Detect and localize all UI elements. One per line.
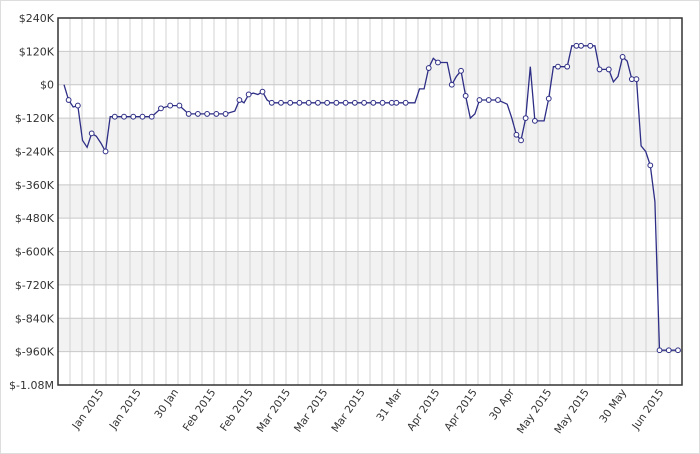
data-point: [564, 63, 571, 70]
y-tick-label: $-1.08M: [9, 379, 54, 392]
y-tick-label: $240K: [19, 12, 55, 25]
data-point: [324, 99, 331, 106]
data-point: [287, 99, 294, 106]
data-point: [518, 137, 524, 144]
data-point: [448, 81, 455, 88]
x-tick-label: Mar 2015: [292, 387, 330, 435]
data-point: [379, 99, 386, 106]
data-point: [342, 99, 349, 106]
data-point: [268, 99, 275, 106]
y-tick-label: $-960K: [15, 346, 55, 359]
y-tick-label: $-600K: [15, 246, 55, 259]
x-tick-label: Jan 2015: [70, 387, 107, 433]
x-tick-label: 30 May: [597, 387, 629, 425]
data-point: [402, 99, 409, 106]
data-point: [578, 42, 584, 49]
data-point: [435, 59, 441, 66]
data-point: [628, 76, 635, 83]
y-tick-label: $-480K: [15, 212, 55, 225]
x-tick-label: 31 Mar: [374, 386, 405, 423]
x-tick-label: Jun 2015: [629, 387, 666, 433]
x-tick-label: May 2015: [552, 387, 592, 436]
data-point: [495, 97, 501, 103]
data-point: [573, 42, 580, 49]
data-point: [393, 99, 400, 106]
plot-border: [57, 17, 683, 386]
data-point: [213, 111, 220, 117]
data-point: [259, 88, 266, 95]
data-point: [305, 99, 312, 106]
x-tick-label: Jan 2015: [107, 387, 144, 433]
data-point: [130, 113, 137, 120]
data-point: [647, 162, 654, 169]
data-point: [531, 117, 538, 124]
data-point: [596, 66, 603, 73]
y-tick-label: $-840K: [15, 312, 55, 325]
data-point: [425, 65, 432, 71]
data-point: [315, 99, 321, 106]
data-point: [236, 97, 243, 103]
data-point: [619, 54, 626, 60]
data-point: [176, 102, 183, 109]
data-point: [656, 347, 663, 354]
data-point: [245, 91, 252, 98]
y-tick-label: $-120K: [15, 112, 55, 125]
data-point: [388, 99, 395, 106]
x-tick-label: 30 Jan: [152, 387, 181, 421]
data-point: [296, 99, 303, 106]
x-tick-label: Mar 2015: [255, 387, 293, 435]
x-tick-label: Apr 2015: [405, 387, 442, 433]
data-point: [185, 111, 192, 117]
data-point: [476, 97, 483, 103]
data-point: [458, 67, 464, 74]
data-point: [675, 347, 681, 354]
x-tick-label: Apr 2015: [442, 387, 479, 433]
data-point: [587, 42, 594, 49]
data-point: [74, 102, 81, 109]
data-point: [111, 113, 118, 120]
data-point: [522, 115, 529, 121]
data-point: [361, 99, 367, 106]
data-point: [121, 113, 127, 120]
data-point: [555, 63, 561, 70]
x-tick-label: May 2015: [515, 387, 555, 436]
data-point: [485, 97, 492, 103]
x-tick-label: Mar 2015: [329, 387, 367, 435]
y-tick-label: $-720K: [15, 279, 55, 292]
data-point: [278, 99, 284, 106]
data-point: [633, 76, 640, 83]
data-point: [222, 111, 229, 117]
data-point: [167, 102, 174, 109]
data-point: [204, 111, 211, 117]
x-tick-label: Feb 2015: [218, 387, 256, 434]
data-point: [665, 347, 672, 354]
data-point: [333, 99, 340, 106]
data-point: [351, 99, 358, 106]
data-point: [88, 130, 95, 137]
y-tick-label: $-360K: [15, 179, 55, 192]
data-point: [513, 131, 520, 138]
y-tick-label: $120K: [19, 45, 55, 58]
data-point: [545, 95, 552, 102]
x-tick-label: 30 Apr: [487, 386, 517, 422]
data-point: [139, 113, 146, 120]
data-point: [194, 111, 201, 117]
data-point: [148, 113, 155, 120]
x-tick-label: Feb 2015: [181, 387, 219, 434]
data-point: [158, 105, 164, 112]
y-tick-label: $0: [40, 79, 54, 92]
data-point: [102, 148, 109, 155]
data-point: [605, 66, 612, 73]
data-point: [65, 97, 72, 103]
data-point: [462, 92, 469, 99]
data-point: [370, 99, 377, 106]
y-tick-label: $-240K: [15, 145, 55, 158]
